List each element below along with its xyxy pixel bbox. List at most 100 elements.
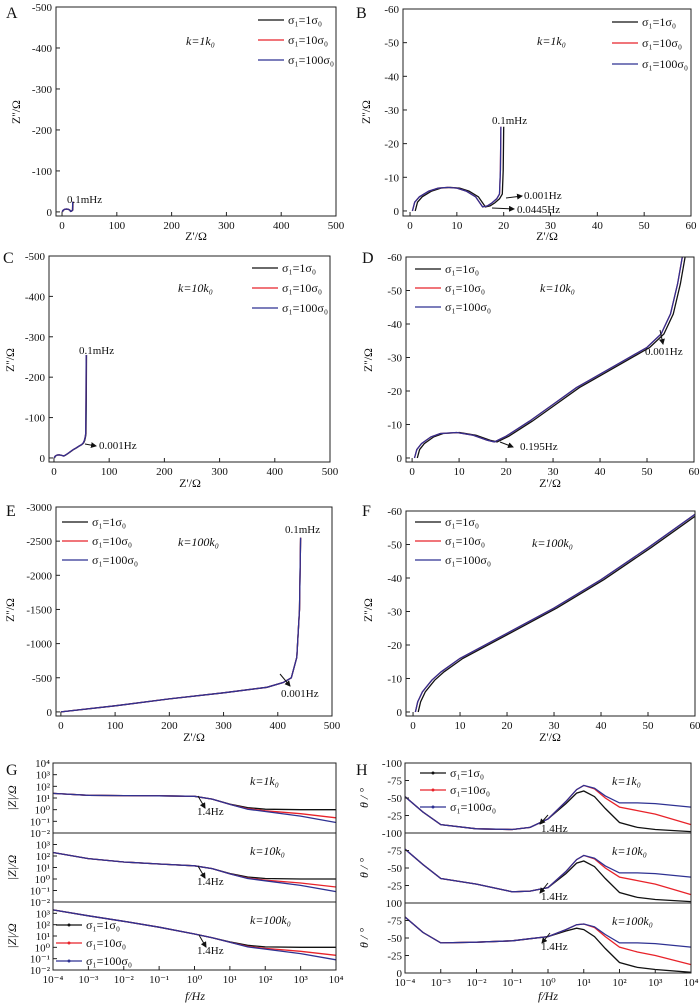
legend-label: σ₁=100σ₀ <box>282 301 328 315</box>
x-tick-label: 10² <box>258 974 273 986</box>
x-tick-label: 10 <box>451 220 463 232</box>
y-tick-label: -20 <box>387 386 402 398</box>
k-label: k=1k₀ <box>250 774 279 788</box>
x-tick-label: 10⁻¹ <box>149 974 169 986</box>
legend-entry: σ₁=10σ₀ <box>415 534 485 548</box>
x-tick-label: 0 <box>58 720 64 732</box>
annotation-label: 0.1mHz <box>492 115 527 127</box>
k-label: k=1k₀ <box>537 34 566 48</box>
annotation-arrow <box>84 442 97 449</box>
x-tick-label: 10¹ <box>577 977 591 989</box>
y-tick-label: -75 <box>387 916 402 928</box>
panel-a: A 0 100 200 300 400 500 0 -100 -200 -300 -400 -500 Z'… <box>6 2 345 243</box>
y-tick-label: -60 <box>384 4 399 16</box>
y-tick-label: -10 <box>384 172 399 184</box>
annotation-arrow <box>499 441 514 449</box>
x-tick-label: 50 <box>639 220 651 232</box>
x-axis-title: Z'/Ω <box>536 229 558 243</box>
series-line <box>52 851 337 893</box>
y-tick-label: -40 <box>387 319 402 331</box>
series-line <box>52 909 337 961</box>
legend-label: σ₁=100σ₀ <box>92 553 138 567</box>
legend-label: σ₁=1σ₀ <box>92 515 126 529</box>
x-tick-label: 30 <box>549 720 561 732</box>
y-tick-label: -50 <box>387 933 402 945</box>
x-tick-label: 10⁻⁴ <box>43 974 64 986</box>
x-tick-label: 10⁰ <box>187 974 203 986</box>
y-tick-label: -300 <box>32 84 53 96</box>
annotation-label: 1.4Hz <box>197 876 224 888</box>
x-tick-label: 400 <box>273 220 290 232</box>
legend-entry: σ₁=100σ₀ <box>258 53 334 67</box>
y-tick-label: -2000 <box>26 570 52 582</box>
series-line <box>414 513 695 713</box>
legend-label: σ₁=100σ₀ <box>642 57 688 71</box>
y-tick-label: 100 <box>386 898 403 910</box>
legend-entry: σ₁=100σ₀ <box>415 553 491 567</box>
plot-frame <box>405 510 696 717</box>
y-axis-title: |Z|/Ω <box>5 855 19 881</box>
legend-marker <box>431 788 435 792</box>
legend-entry: σ₁=10σ₀ <box>415 281 485 295</box>
panel-letter: F <box>362 503 371 520</box>
y-tick-label: 10⁻¹ <box>30 954 50 966</box>
y-tick-label: 10³ <box>36 908 51 920</box>
legend-entry: σ₁=10σ₀ <box>62 534 132 548</box>
legend-label: σ₁=100σ₀ <box>450 800 496 814</box>
x-tick-label: 20 <box>501 466 513 478</box>
y-tick-label: -40 <box>387 573 402 585</box>
legend-entry: σ₁=1σ₀ <box>258 13 322 27</box>
legend-marker <box>431 805 435 809</box>
legend-label: σ₁=10σ₀ <box>642 36 682 50</box>
x-tick-label: 40 <box>596 720 608 732</box>
x-tick-label: 10¹ <box>223 974 237 986</box>
y-tick-label: 10⁻¹ <box>30 816 50 828</box>
y-axis-title: θ / ° <box>357 788 371 808</box>
y-axis-title: Z''/Ω <box>359 100 373 124</box>
annotation-arrow <box>197 865 206 879</box>
y-axis-title: Z''/Ω <box>9 100 23 124</box>
y-axis-title: Z''/Ω <box>361 348 375 372</box>
x-tick-label: 200 <box>156 466 173 478</box>
x-tick-label: 60 <box>686 220 698 232</box>
legend-entry: σ₁=100σ₀ <box>415 300 491 314</box>
plot-frame <box>402 8 692 217</box>
y-tick-label: -300 <box>25 332 46 344</box>
annotation-label: 1.4Hz <box>541 823 568 835</box>
annotation-label: 0.001Hz <box>281 688 319 700</box>
y-tick-label: -400 <box>32 43 53 55</box>
k-label: k=100k₀ <box>178 535 219 549</box>
y-tick-label: -60 <box>387 506 402 518</box>
x-tick-label: 300 <box>218 220 235 232</box>
legend-entry: σ₁=100σ₀ <box>612 57 688 71</box>
annotation-label: 1.4Hz <box>197 806 224 818</box>
x-tick-label: 10⁻¹ <box>502 977 522 989</box>
x-tick-label: 100 <box>109 220 126 232</box>
legend-entry: σ₁=100σ₀ <box>62 553 138 567</box>
y-tick-label: 10⁻² <box>30 828 51 840</box>
y-tick-label: -1000 <box>26 639 52 651</box>
annotation-arrow <box>505 193 523 200</box>
x-tick-label: 10⁻³ <box>431 977 452 989</box>
plot-frame <box>55 6 337 217</box>
x-tick-label: 500 <box>328 220 345 232</box>
legend-entry: σ₁=10σ₀ <box>56 936 126 950</box>
y-tick-label: 10² <box>36 851 51 863</box>
legend-label: σ₁=100σ₀ <box>445 553 491 567</box>
y-tick-label: -500 <box>25 251 46 263</box>
x-tick-label: 10³ <box>648 977 663 989</box>
y-tick-label: 10³ <box>36 840 51 852</box>
y-tick-label: 10² <box>36 781 51 793</box>
x-tick-label: 60 <box>689 466 700 478</box>
y-tick-label: -75 <box>387 776 402 788</box>
legend-label: σ₁=1σ₀ <box>445 262 479 276</box>
legend-marker <box>67 923 71 927</box>
y-tick-label: -30 <box>387 606 402 618</box>
x-tick-label: 10 <box>454 466 466 478</box>
k-label: k=100k₀ <box>532 536 573 550</box>
k-label: k=10k₀ <box>178 281 213 295</box>
legend-entry: σ₁=1σ₀ <box>415 262 479 276</box>
